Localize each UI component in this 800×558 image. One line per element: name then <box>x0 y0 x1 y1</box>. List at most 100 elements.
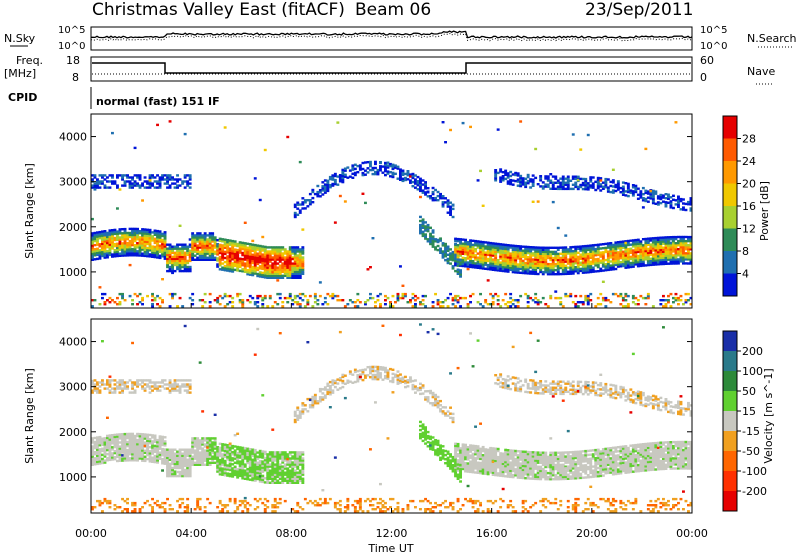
heatmap-cell <box>129 379 132 381</box>
heatmap-cell <box>176 379 179 381</box>
heatmap-cell <box>101 502 104 504</box>
heatmap-cell <box>149 456 152 458</box>
heatmap-cell <box>424 181 427 183</box>
heatmap-cell <box>542 261 545 263</box>
heatmap-cell <box>99 257 102 259</box>
heatmap-cell <box>579 268 582 270</box>
heatmap-cell <box>682 240 685 242</box>
heatmap-cell <box>224 269 227 271</box>
heatmap-cell <box>241 453 244 455</box>
heatmap-cell <box>191 447 194 449</box>
heatmap-cell <box>414 299 417 301</box>
heatmap-cell <box>184 461 187 463</box>
heatmap-cell <box>249 245 252 247</box>
heatmap-cell <box>582 261 585 263</box>
heatmap-cell <box>216 450 219 452</box>
heatmap-cell <box>409 299 412 301</box>
heatmap-cell <box>682 260 685 262</box>
heatmap-cell <box>201 305 204 307</box>
heatmap-cell <box>464 243 467 245</box>
heatmap-cell <box>557 247 560 249</box>
heatmap-cell <box>619 293 622 295</box>
heatmap-cell <box>174 262 177 264</box>
heatmap-cell <box>680 299 683 301</box>
heatmap-cell <box>507 268 510 270</box>
heatmap-cell <box>296 258 299 260</box>
heatmap-cell <box>104 178 107 180</box>
heatmap-cell <box>457 256 460 258</box>
heatmap-cell <box>419 216 422 218</box>
heatmap-cell <box>564 178 567 180</box>
heatmap-cell <box>109 506 112 508</box>
heatmap-cell <box>179 256 182 258</box>
heatmap-cell <box>121 228 124 230</box>
heatmap-cell <box>609 246 612 248</box>
heatmap-cell <box>249 301 252 303</box>
heatmap-cell <box>537 273 540 275</box>
heatmap-cell <box>291 250 294 252</box>
heatmap-cell <box>194 234 197 236</box>
heatmap-cell <box>186 461 189 463</box>
heatmap-cell <box>331 183 334 185</box>
heatmap-cell <box>557 259 560 261</box>
heatmap-cell <box>644 190 647 192</box>
heatmap-cell <box>144 232 147 234</box>
heatmap-cell <box>609 252 612 254</box>
heatmap-cell <box>274 510 277 512</box>
heatmap-cell <box>226 303 229 305</box>
heatmap-cell <box>442 305 445 307</box>
heatmap-cell <box>206 242 209 244</box>
heatmap-cell <box>96 258 99 260</box>
heatmap-cell <box>236 261 239 263</box>
heatmap-cell <box>482 267 485 269</box>
heatmap-cell <box>234 263 237 265</box>
heatmap-cell <box>109 500 112 502</box>
heatmap-cell <box>204 293 207 295</box>
heatmap-cell <box>249 295 252 297</box>
heatmap-cell <box>622 192 625 194</box>
heatmap-cell <box>116 253 119 255</box>
heatmap-cell <box>141 458 144 460</box>
heatmap-cell <box>504 170 507 172</box>
heatmap-cell <box>547 249 550 251</box>
heatmap-cell <box>399 297 402 299</box>
heatmap-cell <box>387 162 390 164</box>
nsky-tick-high: 10^5 <box>58 25 85 36</box>
heatmap-cell <box>106 180 109 182</box>
heatmap-cell <box>276 463 279 465</box>
heatmap-cell <box>126 433 129 435</box>
heatmap-cell <box>221 443 224 445</box>
heatmap-cell <box>524 254 527 256</box>
heatmap-cell <box>126 508 129 510</box>
heatmap-cell <box>121 387 124 389</box>
heatmap-cell <box>474 244 477 246</box>
heatmap-cell <box>111 446 114 448</box>
heatmap-cell <box>447 199 450 201</box>
heatmap-cell <box>144 456 147 458</box>
heatmap-cell <box>184 449 187 451</box>
heatmap-cell <box>246 468 249 470</box>
heatmap-cell <box>364 174 367 176</box>
heatmap-cell <box>559 273 562 275</box>
heatmap-cell <box>584 184 587 186</box>
heatmap-cell <box>189 250 192 252</box>
heatmap-cell <box>579 245 582 247</box>
heatmap-cell <box>236 243 239 245</box>
heatmap-cell <box>141 437 144 439</box>
heatmap-cell <box>194 508 197 510</box>
heatmap-cell <box>241 447 244 449</box>
heatmap-cell <box>452 303 455 305</box>
heatmap-cell <box>206 498 209 500</box>
heatmap-cell <box>221 463 224 465</box>
heatmap-cell <box>301 197 304 199</box>
heatmap-cell <box>266 265 269 267</box>
heatmap-cell <box>489 256 492 258</box>
heatmap-cell <box>96 447 99 449</box>
heatmap-cell <box>612 191 615 193</box>
heatmap-cell <box>567 180 570 182</box>
heatmap-cell <box>665 238 668 240</box>
nsearch-tick-low: 10^0 <box>700 41 727 52</box>
heatmap-cell <box>437 239 440 241</box>
heatmap-cell <box>124 242 127 244</box>
heatmap-cell <box>609 260 612 262</box>
